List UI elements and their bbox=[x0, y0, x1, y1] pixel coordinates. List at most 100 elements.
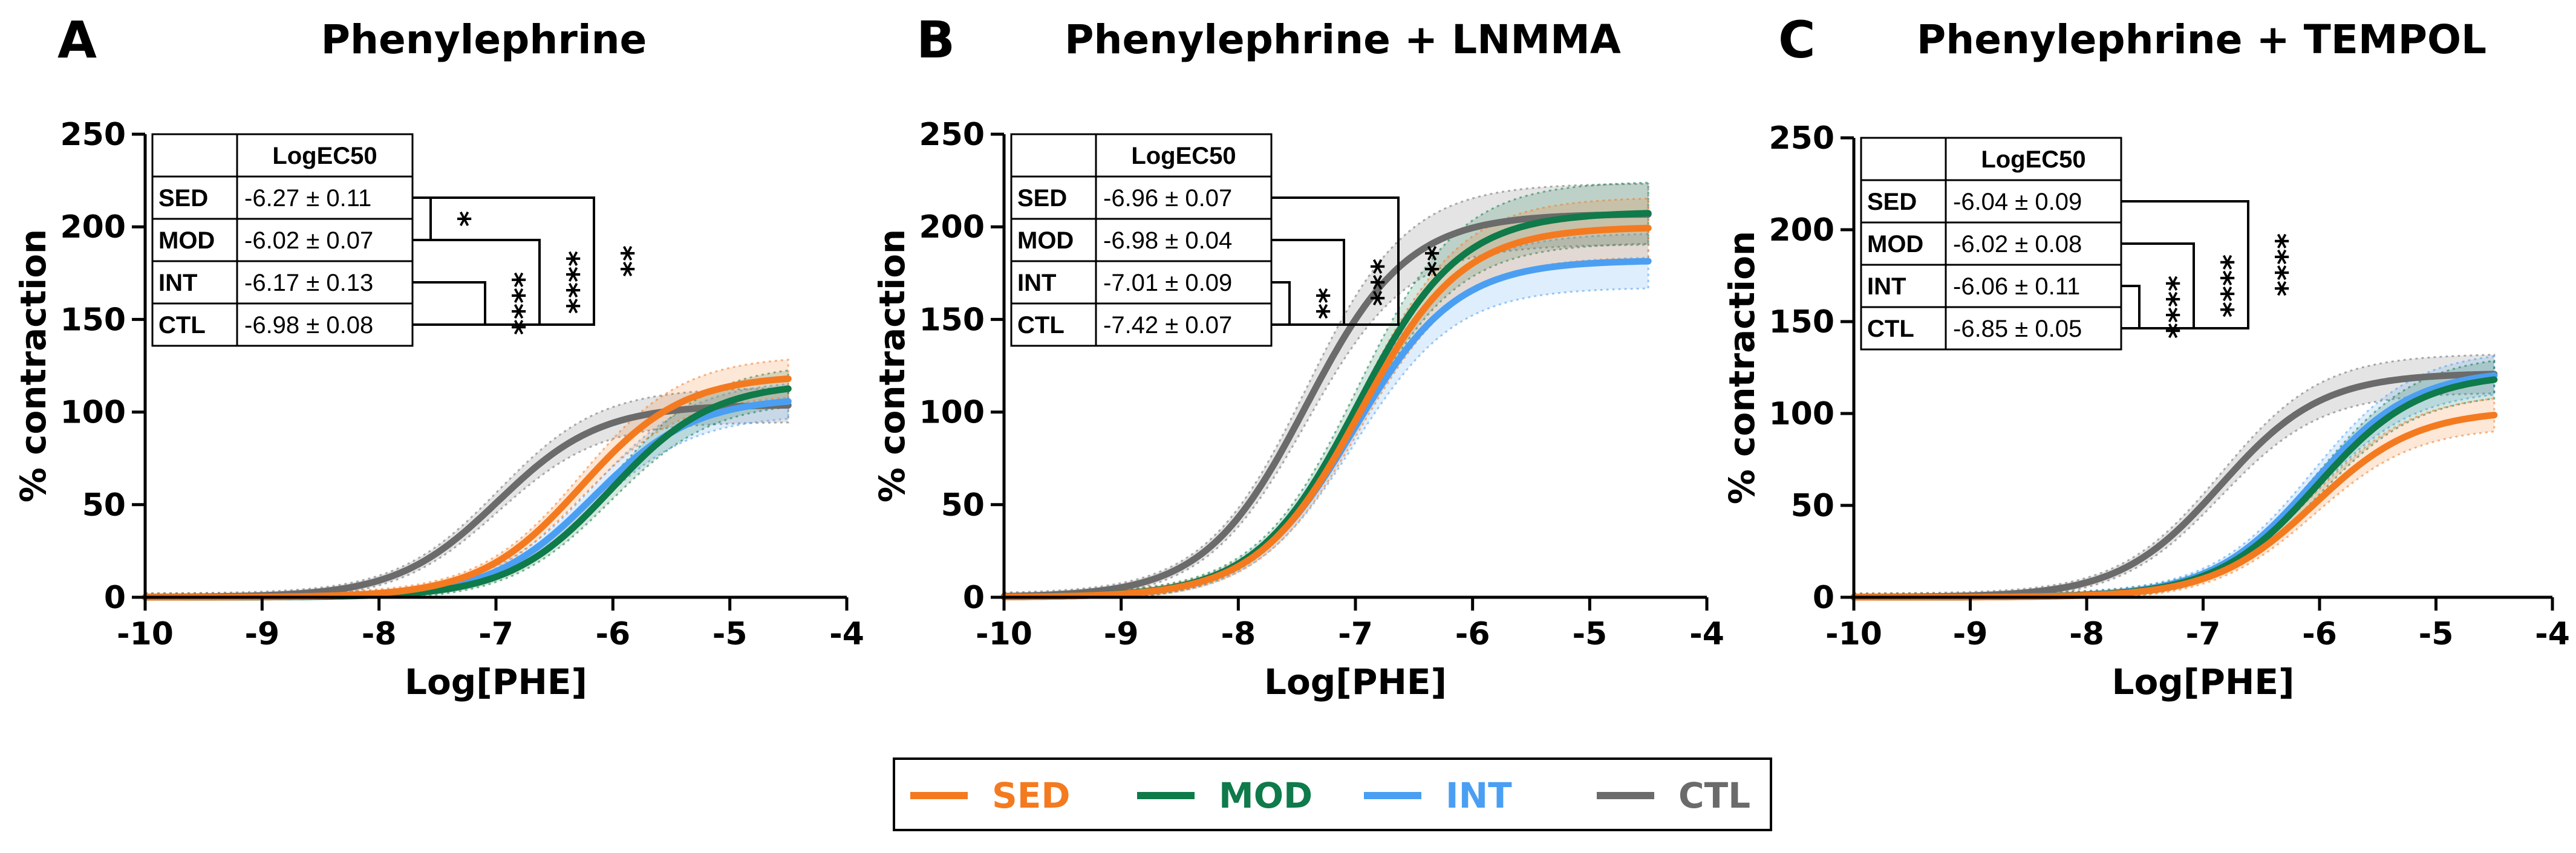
x-tick-label: -9 bbox=[1953, 616, 1988, 652]
table-value-mod: -6.98 ± 0.04 bbox=[1103, 227, 1232, 254]
y-tick-label: 200 bbox=[919, 209, 985, 245]
table-value-sed: -6.27 ± 0.11 bbox=[244, 185, 371, 212]
x-tick-label: -4 bbox=[2535, 616, 2570, 652]
panel-a: A Phenylephrine 0 50 100 150 200 250 -10 -9 -8 -7 -6… bbox=[13, 10, 864, 702]
legend-label-sed: SED bbox=[992, 775, 1071, 816]
x-tick-label: -9 bbox=[1104, 616, 1139, 652]
x-tick-label: -6 bbox=[2302, 616, 2337, 652]
table-value-int: -7.01 ± 0.09 bbox=[1103, 270, 1232, 296]
legend: SED MOD INT CTL bbox=[893, 757, 1772, 831]
sig-label: **** bbox=[550, 251, 585, 314]
ci-band-int bbox=[1853, 355, 2496, 598]
ci-band-sed bbox=[1853, 397, 2496, 598]
table-value-ctl: -6.98 ± 0.08 bbox=[244, 312, 373, 339]
table-group-sed: SED bbox=[1017, 185, 1067, 212]
x-tick-label: -4 bbox=[829, 616, 864, 652]
sig-bracket bbox=[412, 281, 486, 326]
x-axis-label: Log[PHE] bbox=[1264, 661, 1447, 702]
sig-bracket bbox=[2121, 200, 2249, 329]
sig-label: * bbox=[442, 211, 477, 227]
panel-b: B Phenylephrine + LNMMA 0 50 100 150 200 250 -10… bbox=[872, 10, 1724, 702]
logec50-table: LogEC50 SED -6.96 ± 0.07 MOD -6.98 ± 0.04 INT… bbox=[1010, 133, 1273, 347]
x-tick-label: -5 bbox=[1572, 616, 1607, 652]
x-tick-label: -7 bbox=[478, 616, 514, 652]
chart-title: Phenylephrine + TEMPOL bbox=[1917, 16, 2486, 63]
series-line-mod bbox=[1850, 376, 2498, 601]
chart-title: Phenylephrine bbox=[321, 16, 647, 63]
sig-bracket bbox=[412, 196, 432, 241]
x-tick-label: -4 bbox=[1689, 616, 1724, 652]
table-frame bbox=[1860, 137, 2122, 351]
table-value-sed: -6.96 ± 0.07 bbox=[1103, 185, 1232, 212]
table-frame bbox=[1010, 133, 1273, 347]
table-value-ctl: -6.85 ± 0.05 bbox=[1953, 316, 2082, 342]
table-group-ctl: CTL bbox=[1017, 312, 1065, 339]
y-tick-label: 200 bbox=[60, 209, 126, 245]
y-tick-label: 50 bbox=[1791, 488, 1834, 524]
table-frame bbox=[151, 133, 414, 347]
table-group-int: INT bbox=[1017, 270, 1056, 296]
logec50-table: LogEC50 SED -6.04 ± 0.09 MOD -6.02 ± 0.08 INT… bbox=[1860, 137, 2122, 351]
series-line-ctl bbox=[1000, 211, 1652, 600]
x-tick-label: -8 bbox=[1221, 616, 1256, 652]
sig-label: **** bbox=[2205, 255, 2240, 318]
sig-bracket bbox=[1271, 281, 1291, 326]
curves bbox=[1000, 181, 1652, 600]
panel-letter: C bbox=[1778, 10, 1816, 70]
table-value-sed: -6.04 ± 0.09 bbox=[1953, 189, 2082, 215]
panel-c: C Phenylephrine + TEMPOL 0 50 100 150 200 250 -1… bbox=[1721, 10, 2570, 702]
sig-label: **** bbox=[2259, 233, 2294, 297]
table-group-sed: SED bbox=[1867, 189, 1917, 215]
y-tick-label: 0 bbox=[104, 580, 126, 616]
significance-brackets: ***** **** ** bbox=[412, 196, 640, 335]
y-tick-label: 150 bbox=[1769, 304, 1834, 340]
sig-label: ** bbox=[1300, 288, 1335, 319]
y-tick-label: 0 bbox=[963, 580, 985, 616]
y-tick-label: 200 bbox=[1769, 212, 1834, 248]
y-tick-label: 250 bbox=[1769, 120, 1834, 157]
x-tick-label: -10 bbox=[117, 616, 174, 652]
axes: 0 50 100 150 200 250 -10 -9 -8 -7 -6 -5 -4 Log[PHE] % … bbox=[872, 117, 1724, 702]
sig-label: *** bbox=[1355, 259, 1390, 306]
series-line-sed bbox=[1850, 412, 2498, 601]
sig-label: ** bbox=[605, 245, 640, 277]
x-axis-label: Log[PHE] bbox=[405, 661, 587, 702]
sig-label: ** bbox=[1409, 245, 1444, 277]
table-group-mod: MOD bbox=[1867, 231, 1923, 258]
y-tick-label: 100 bbox=[60, 395, 126, 431]
table-value-mod: -6.02 ± 0.07 bbox=[244, 227, 373, 254]
x-tick-label: -7 bbox=[2186, 616, 2221, 652]
x-tick-label: -10 bbox=[1825, 616, 1882, 652]
logec50-table: LogEC50 SED -6.27 ± 0.11 MOD -6.02 ± 0.07 INT… bbox=[151, 133, 414, 347]
y-tick-label: 100 bbox=[919, 395, 985, 431]
table-group-ctl: CTL bbox=[158, 312, 206, 339]
chart-title: Phenylephrine + LNMMA bbox=[1065, 16, 1621, 63]
sig-bracket bbox=[1271, 196, 1400, 326]
table-header: LogEC50 bbox=[1981, 146, 2085, 173]
y-tick-label: 150 bbox=[60, 302, 126, 338]
y-axis-label: % contraction bbox=[872, 229, 913, 502]
x-tick-label: -5 bbox=[712, 616, 748, 652]
significance-brackets: **** **** **** bbox=[2121, 200, 2294, 339]
legend-label-ctl: CTL bbox=[1678, 775, 1750, 816]
significance-brackets: ** *** ** bbox=[1271, 196, 1444, 326]
x-tick-label: -7 bbox=[1338, 616, 1373, 652]
ci-band-mod bbox=[1003, 181, 1649, 598]
y-tick-label: 50 bbox=[82, 487, 126, 524]
curves bbox=[142, 358, 792, 601]
table-group-int: INT bbox=[158, 270, 197, 296]
curves bbox=[1850, 354, 2498, 601]
x-axis-label: Log[PHE] bbox=[2111, 661, 2294, 702]
y-axis-label: % contraction bbox=[1721, 231, 1762, 504]
x-tick-label: -6 bbox=[1455, 616, 1490, 652]
series-line-mod bbox=[142, 385, 792, 601]
table-header: LogEC50 bbox=[1131, 143, 1236, 169]
panel-letter: A bbox=[57, 10, 97, 70]
y-tick-label: 150 bbox=[919, 302, 985, 338]
x-tick-label: -6 bbox=[595, 616, 630, 652]
table-value-ctl: -7.42 ± 0.07 bbox=[1103, 312, 1232, 339]
table-value-int: -6.06 ± 0.11 bbox=[1953, 273, 2080, 300]
axes: 0 50 100 150 200 250 -10 -9 -8 -7 -6 -5 -4 Log[PHE] % … bbox=[13, 117, 864, 702]
x-tick-label: -10 bbox=[976, 616, 1032, 652]
